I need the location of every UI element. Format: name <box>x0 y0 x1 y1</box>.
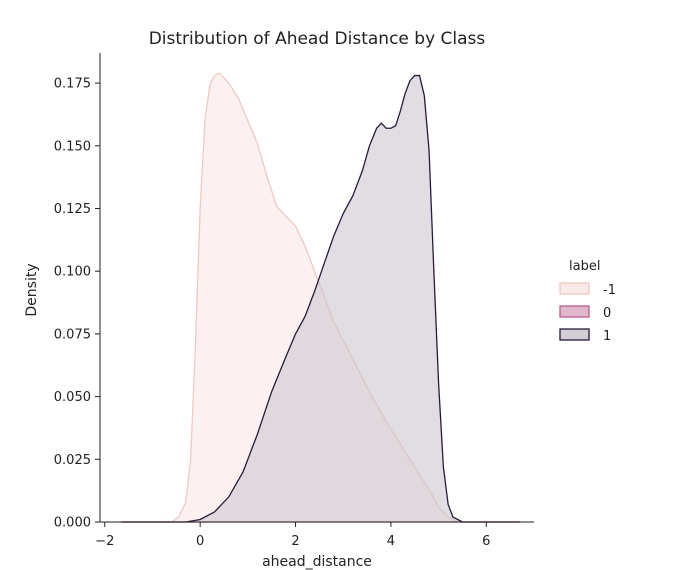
y-tick-label: 0.025 <box>54 453 91 468</box>
y-tick-label: 0.050 <box>54 390 91 405</box>
y-tick-label: 0.175 <box>54 77 91 92</box>
legend-label-3: 1 <box>603 329 611 344</box>
y-tick-label: 0.100 <box>54 265 91 280</box>
x-tick-label: 6 <box>482 534 490 549</box>
legend-label-1: -1 <box>603 283 616 298</box>
chart-title: Distribution of Ahead Distance by Class <box>149 29 486 49</box>
x-tick-label: 4 <box>387 534 395 549</box>
x-tick-label: −2 <box>95 534 114 549</box>
y-tick-label: 0.150 <box>54 139 91 154</box>
legend-label-2: 0 <box>603 306 611 321</box>
plot-area <box>121 72 520 523</box>
x-axis-label: ahead_distance <box>262 554 372 570</box>
y-axis-label: Density <box>24 263 40 316</box>
y-tick-label: 0.075 <box>54 327 91 342</box>
x-tick-label: 2 <box>291 534 299 549</box>
y-axis-ticks: 0.000 0.025 0.050 0.075 0.100 0.125 0.150 0.175 <box>54 77 100 531</box>
x-tick-label: 0 <box>196 534 204 549</box>
density-area-series-3 <box>121 75 520 522</box>
legend: label -1 0 1 <box>559 259 616 344</box>
density-line-series-3 <box>121 74 520 523</box>
legend-title: label <box>569 259 600 274</box>
legend-swatch-3 <box>559 328 590 341</box>
x-axis-ticks: −2 0 2 4 6 <box>95 522 490 549</box>
y-tick-label: 0.125 <box>54 202 91 217</box>
y-tick-label: 0.000 <box>54 516 91 531</box>
legend-swatch-1 <box>559 282 590 295</box>
legend-swatch-2 <box>559 305 590 318</box>
